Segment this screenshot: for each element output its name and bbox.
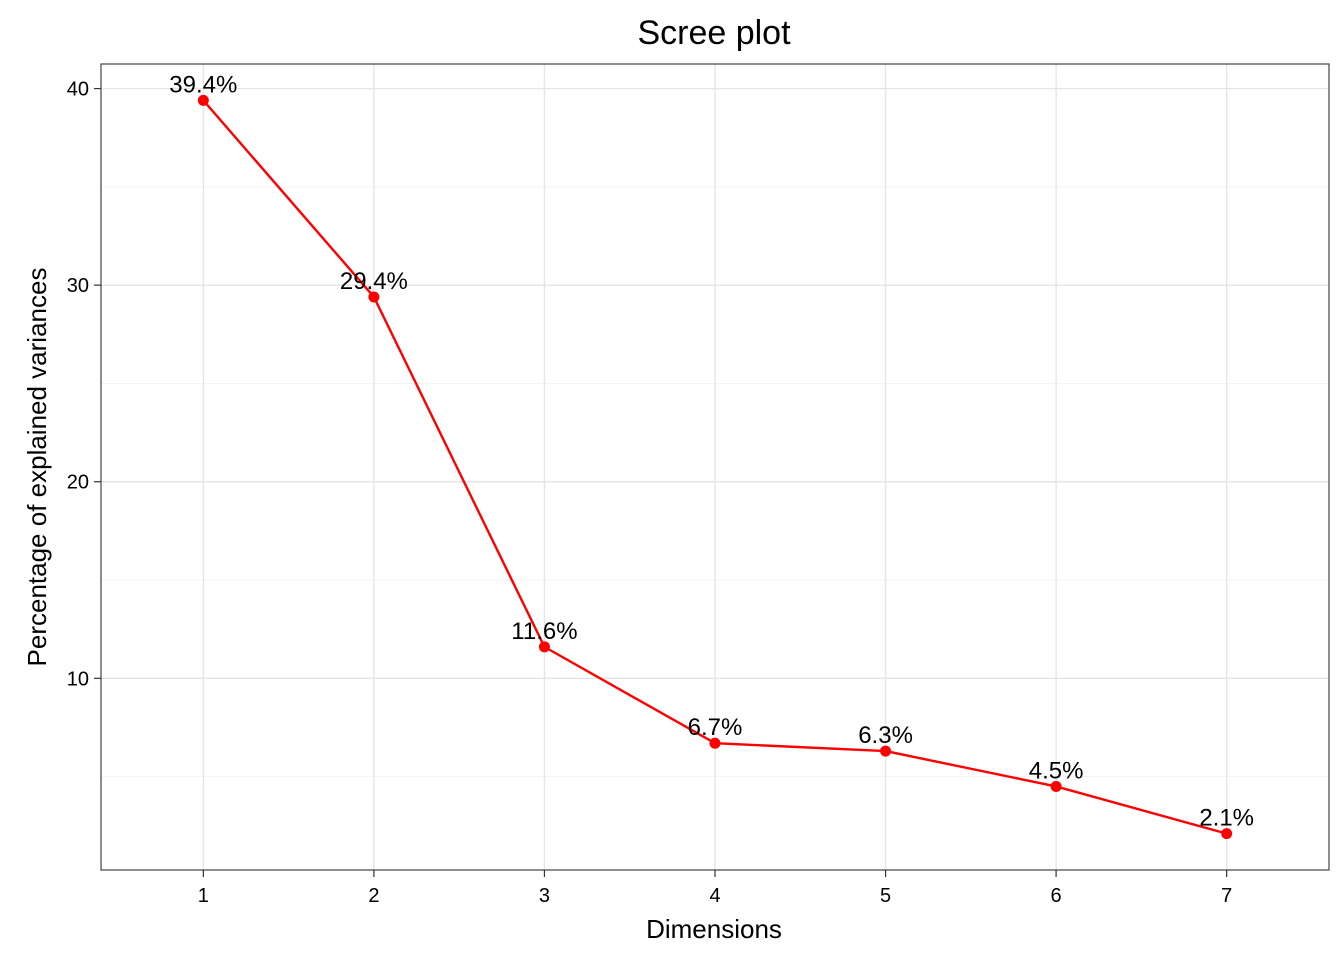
data-point	[538, 641, 550, 653]
data-labels: 39.4% 29.4% 11.6% 6.7% 6.3% 4.5% 2.1%	[169, 71, 1254, 831]
data-label: 39.4%	[169, 71, 237, 98]
data-label: 6.7%	[688, 714, 743, 741]
data-point	[197, 94, 209, 106]
data-point	[709, 737, 721, 749]
y-tick-label: 10	[67, 668, 89, 690]
chart-title: Scree plot	[637, 14, 791, 52]
data-point	[1221, 828, 1233, 840]
data-label: 29.4%	[340, 268, 408, 295]
x-tick-label: 2	[368, 885, 379, 907]
x-tick-label: 4	[709, 885, 720, 907]
x-tick-label: 3	[539, 885, 550, 907]
y-tick-label: 20	[67, 472, 89, 494]
data-point	[368, 291, 380, 303]
x-axis-title: Dimensions	[646, 914, 782, 944]
series-line-group	[197, 94, 1233, 840]
axis-ticks: 10 20 30 40 1 2 3 4 5 6 7	[67, 79, 1232, 907]
y-axis-title: Percentage of explained variances	[22, 268, 52, 667]
y-tick-label: 40	[67, 79, 89, 101]
grid-lines	[101, 64, 1329, 870]
x-tick-label: 1	[198, 885, 209, 907]
data-label: 2.1%	[1199, 805, 1254, 832]
data-point	[1050, 780, 1062, 792]
x-tick-label: 6	[1051, 885, 1062, 907]
data-point	[880, 745, 892, 757]
data-label: 11.6%	[511, 618, 577, 645]
data-label: 4.5%	[1029, 757, 1084, 784]
y-tick-label: 30	[67, 275, 89, 297]
data-label: 6.3%	[858, 722, 913, 749]
x-tick-label: 7	[1221, 885, 1232, 907]
x-tick-label: 5	[880, 885, 891, 907]
